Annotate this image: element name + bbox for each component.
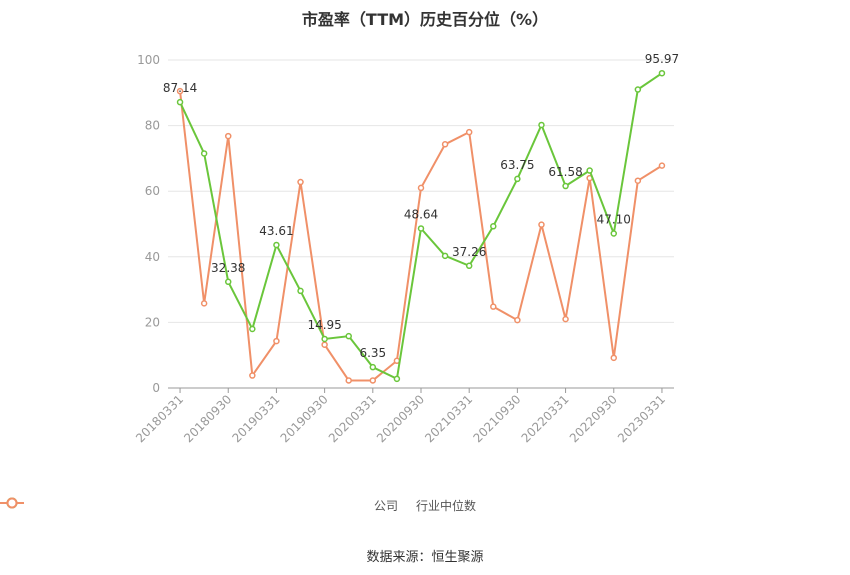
- data-point: [417, 184, 425, 192]
- data-point: [200, 300, 208, 307]
- y-tick-label: 80: [145, 119, 160, 133]
- data-point: [176, 87, 184, 95]
- data-point: [369, 363, 377, 371]
- data-point: [224, 132, 232, 140]
- data-point: [200, 150, 208, 157]
- data-point: [441, 141, 449, 148]
- data-label: 37.26: [452, 245, 486, 259]
- data-point: [321, 341, 328, 348]
- data-point: [562, 315, 569, 323]
- data-label: 47.10: [597, 213, 631, 227]
- data-label: 14.95: [307, 318, 341, 332]
- legend-label-industry-median: 行业中位数: [416, 499, 477, 513]
- x-tick-label: 20210930: [470, 392, 523, 445]
- data-point: [514, 316, 521, 324]
- data-label: 95.97: [645, 52, 679, 66]
- x-tick-label: 20230331: [615, 392, 668, 445]
- data-label: 87.14: [163, 81, 197, 95]
- data-point: [273, 241, 280, 249]
- data-point: [658, 69, 666, 77]
- legend-label-company: 公司: [373, 499, 398, 513]
- data-point: [586, 167, 593, 174]
- legend-item-company[interactable]: 公司: [0, 497, 398, 514]
- data-point: [321, 335, 328, 343]
- data-point: [658, 162, 666, 169]
- data-point: [490, 303, 497, 310]
- x-tick-label: 20220331: [519, 392, 572, 445]
- chart-legend: 公司 行业中位数: [0, 497, 850, 514]
- data-point: [297, 287, 304, 295]
- data-point: [634, 177, 642, 184]
- data-source: 数据来源：恒生聚源: [366, 550, 484, 565]
- data-point: [249, 325, 256, 333]
- data-point: [514, 175, 521, 183]
- data-label: 43.61: [259, 224, 293, 238]
- chart-title: 市盈率（TTM）历史百分位（%）: [301, 10, 549, 29]
- x-tick-label: 20180930: [181, 392, 234, 445]
- data-point: [297, 178, 304, 186]
- x-tick-label: 20180331: [133, 392, 186, 445]
- x-tick-label: 20220930: [567, 392, 620, 445]
- data-point: [249, 372, 256, 379]
- data-point: [393, 375, 401, 383]
- data-label: 6.35: [359, 346, 386, 360]
- data-point: [345, 377, 352, 384]
- data-point: [465, 128, 473, 136]
- data-point: [176, 98, 184, 106]
- x-tick-label: 20210331: [422, 392, 475, 445]
- data-point: [490, 223, 497, 230]
- series-line-1: [179, 91, 663, 382]
- data-point: [634, 86, 642, 93]
- legend-item-industry-median[interactable]: 行业中位数: [0, 497, 477, 514]
- y-tick-label: 40: [145, 250, 160, 264]
- legend-marker-industry-median: [0, 497, 24, 509]
- data-point: [273, 337, 280, 345]
- data-point: [610, 354, 618, 362]
- y-tick-label: 0: [152, 381, 160, 395]
- data-point: [224, 278, 232, 286]
- data-label: 63.75: [500, 158, 534, 172]
- y-tick-label: 100: [137, 53, 160, 67]
- y-tick-label: 60: [145, 184, 160, 198]
- data-point: [538, 121, 545, 129]
- data-point: [369, 377, 377, 384]
- data-point: [465, 262, 473, 270]
- x-tick-label: 20200930: [374, 392, 427, 445]
- data-point: [441, 252, 449, 260]
- data-label: 61.58: [548, 165, 582, 179]
- x-tick-label: 20190331: [229, 392, 282, 445]
- data-point: [417, 225, 425, 232]
- y-tick-label: 20: [145, 315, 160, 329]
- data-point: [345, 332, 352, 340]
- data-point: [538, 221, 545, 228]
- data-point: [562, 182, 569, 190]
- line-chart: 0 20 40 60 80 100 2018033120180930201903312019…: [133, 52, 679, 445]
- x-tick-label: 20200331: [326, 392, 379, 445]
- x-tick-label: 20190930: [278, 392, 331, 445]
- data-point: [610, 230, 618, 237]
- data-label: 48.64: [404, 207, 438, 221]
- data-label: 32.38: [211, 261, 245, 275]
